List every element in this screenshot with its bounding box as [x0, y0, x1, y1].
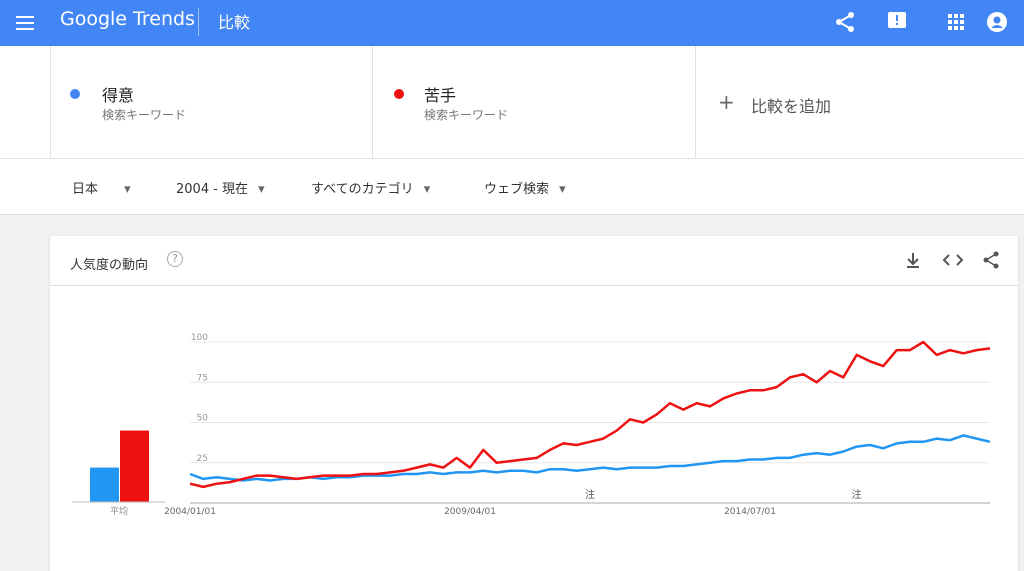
filter-label: すべてのカテゴリ [311, 182, 414, 197]
card-icons[interactable] [905, 251, 1005, 273]
y-tick-label: 25 [197, 454, 208, 464]
average-bar [90, 467, 119, 502]
filter-dropdown[interactable]: すべてのカテゴリ ▾ [311, 182, 431, 197]
annotation: 注 [585, 488, 595, 501]
term-subtitle: 検索キーワード [102, 108, 187, 122]
app-header: Google Trends 比較 [0, 0, 1024, 46]
average-bar [120, 430, 149, 502]
header-icons[interactable] [836, 10, 1016, 34]
series-line [189, 340, 991, 489]
term-subtitle: 検索キーワード [424, 108, 509, 122]
filter-dropdown[interactable]: ウェブ検索 ▾ [484, 182, 566, 197]
term-name[interactable]: 苦手 [424, 86, 457, 105]
annotation: 注 [852, 488, 862, 501]
card-title: 人気度の動向 [70, 258, 149, 273]
x-tick-label: 2004/01/01 [164, 507, 216, 517]
y-tick-label: 50 [197, 414, 209, 424]
x-tick-label: 2014/07/01 [724, 507, 776, 517]
series-line [189, 434, 991, 482]
term-name[interactable]: 得意 [102, 86, 135, 105]
page-title: 比較 [218, 13, 251, 32]
add-comparison[interactable]: 比較を追加 [751, 97, 832, 116]
filter-label: ウェブ検索 [484, 182, 550, 197]
average-label: 平均 [110, 505, 128, 517]
filter-label: 2004 - 現在 [176, 182, 249, 197]
y-tick-label: 100 [191, 333, 208, 343]
x-tick-label: 2009/04/01 [444, 507, 496, 517]
logo[interactable]: Google Trends [60, 8, 195, 30]
filter-dropdown[interactable]: 2004 - 現在 ▾ [176, 182, 265, 197]
interest-card: 人気度の動向 ? [50, 236, 1018, 571]
y-tick-label: 75 [197, 373, 208, 383]
terms-panel: 得意 検索キーワード 苦手 検索キーワード + 比較を追加 日本 ▾ 2004 -… [0, 46, 1024, 215]
filter-dropdown[interactable]: 日本 ▾ [72, 182, 131, 197]
menu-icon[interactable] [16, 14, 34, 32]
filter-label: 日本 [72, 182, 99, 197]
